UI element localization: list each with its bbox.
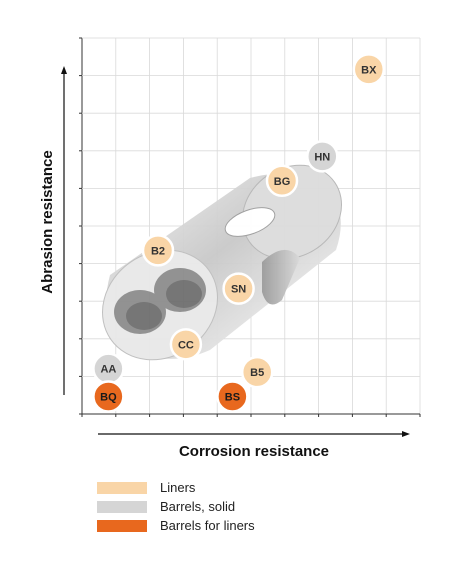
data-point-bs: [216, 380, 249, 413]
legend-item-barrels-solid: Barrels, solid: [97, 497, 255, 516]
data-point-bx: [352, 53, 386, 86]
legend-item-barrels-for-liners: Barrels for liners: [97, 516, 255, 535]
data-label-hn: HN: [314, 151, 330, 163]
data-label-bx: BX: [361, 64, 377, 76]
y-axis: [61, 66, 67, 395]
legend-swatch-liners: [97, 481, 147, 494]
x-axis: [98, 431, 410, 437]
data-label-b5: B5: [250, 367, 264, 379]
data-label-bq: BQ: [100, 392, 117, 404]
data-point-hn: [306, 140, 339, 173]
data-label-bs: BS: [225, 392, 240, 404]
scatter-chart: Abrasion resistance Corrosion resistance…: [39, 37, 421, 460]
data-label-cc: CC: [178, 339, 194, 351]
legend: Liners Barrels, solid Barrels for liners: [97, 478, 255, 535]
data-label-sn: SN: [231, 284, 246, 296]
data-label-bg: BG: [274, 176, 291, 188]
data-point-bg: [265, 164, 299, 198]
legend-swatch-barrels-for-liners: [97, 519, 147, 532]
data-label-aa: AA: [100, 364, 116, 376]
legend-label-liners: Liners: [160, 480, 196, 495]
x-axis-label: Corrosion resistance: [179, 443, 329, 460]
data-point-bq: [92, 380, 125, 413]
data-points: BX HN BG B2 SN CC B5 AA BQ BS: [92, 53, 386, 413]
y-axis-label: Abrasion resistance: [39, 150, 56, 293]
data-point-b2: [141, 234, 175, 267]
data-point-b5: [240, 355, 274, 389]
legend-item-liners: Liners: [97, 478, 255, 497]
data-label-b2: B2: [151, 245, 165, 257]
barrel-liner-cylinder-icon: [102, 164, 343, 361]
legend-label-barrels-for-liners: Barrels for liners: [160, 518, 255, 533]
data-point-cc: [169, 328, 203, 361]
legend-swatch-barrels-solid: [97, 500, 147, 513]
data-point-sn: [222, 272, 255, 305]
legend-label-barrels-solid: Barrels, solid: [160, 499, 236, 514]
